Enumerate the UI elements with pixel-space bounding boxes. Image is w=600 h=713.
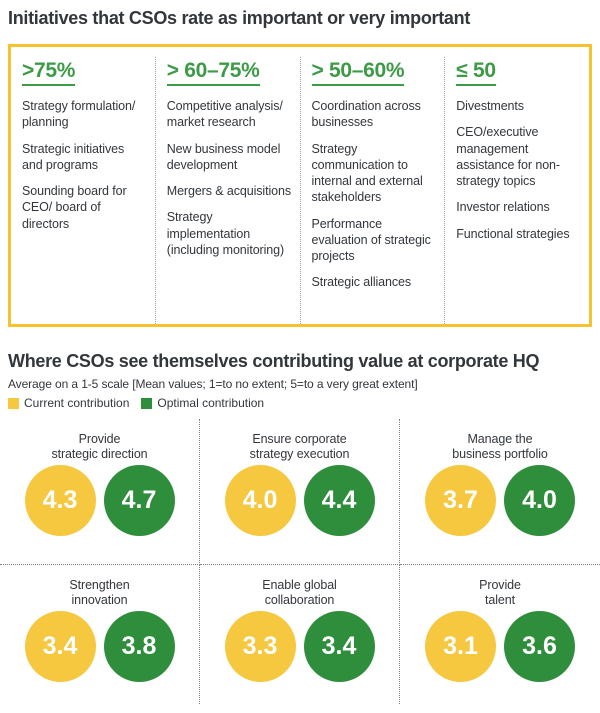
current-contribution-circle: 3.7 <box>425 465 496 536</box>
initiative-item: New business model development <box>166 141 281 172</box>
initiatives-title: Initiatives that CSOs rate as important … <box>8 8 471 28</box>
initiative-item: Functional strategies <box>456 226 570 241</box>
optimal-contribution-circle: 4.7 <box>103 465 175 536</box>
column-header: > 60–75% <box>166 59 260 86</box>
current-contribution-circle: 4.0 <box>224 465 296 536</box>
initiative-item: Divestments <box>456 99 524 113</box>
circle-pair: 3.3 3.4 <box>224 611 375 682</box>
cell-label-line2: collaboration <box>264 593 335 607</box>
contribution-grid: Provide strategic direction 4.3 4.7 Ensu… <box>0 419 600 704</box>
circle-pair: 3.4 3.8 <box>24 611 175 682</box>
current-contribution-circle: 4.3 <box>24 465 96 536</box>
cell-label-line2: strategic direction <box>51 447 148 461</box>
contribution-subtitle: Average on a 1-5 scale [Mean values; 1=t… <box>8 377 418 391</box>
initiative-item: Investor relations <box>456 200 550 215</box>
contribution-cell-provide-strategic-direction: Provide strategic direction 4.3 4.7 <box>0 419 200 565</box>
legend-label: Current contribution <box>24 396 130 410</box>
cell-label-line2: business portfolio <box>452 447 548 461</box>
initiatives-table: >75% Strategy formulation/ planning Stra… <box>8 44 592 327</box>
cell-label-line2: innovation <box>71 593 128 607</box>
circle-pair: 3.7 4.0 <box>425 465 575 536</box>
initiative-item: Sounding board for CEO/ board of directo… <box>22 184 127 231</box>
initiative-item: Performance evaluation of strategic proj… <box>311 216 431 264</box>
cell-label-line2: strategy execution <box>249 447 350 461</box>
current-contribution-circle: 3.1 <box>425 611 496 682</box>
legend-item-optimal: Optimal contribution <box>141 396 264 410</box>
cell-label-line1: Provide <box>78 432 121 446</box>
optimal-contribution-circle: 3.4 <box>303 611 375 682</box>
initiative-item: Strategy implementation (including monit… <box>166 210 285 257</box>
contribution-cell-manage-business-portfolio: Manage the business portfolio 3.7 4.0 <box>400 419 600 565</box>
initiative-item: CEO/executive management assistance for … <box>456 125 560 188</box>
cell-label-line1: Enable global <box>262 578 337 592</box>
cell-label-line1: Manage the <box>467 432 533 446</box>
cell-label-line1: Provide <box>479 578 521 592</box>
initiative-item: Strategic initiatives and programs <box>22 141 125 172</box>
optimal-contribution-swatch-icon <box>141 397 153 409</box>
contribution-cell-strengthen-innovation: Strengthen innovation 3.4 3.8 <box>0 565 200 704</box>
optimal-contribution-circle: 3.6 <box>504 611 575 682</box>
cell-label-line1: Strengthen <box>69 578 130 592</box>
cell-label: Provide strategic direction <box>51 432 147 465</box>
cell-label-line2: talent <box>485 593 515 607</box>
legend: Current contribution Optimal contributio… <box>8 396 592 410</box>
column-header: >75% <box>22 59 75 86</box>
contribution-cell-enable-global-collaboration: Enable global collaboration 3.3 3.4 <box>200 565 400 704</box>
initiative-item: Strategic alliances <box>311 275 412 290</box>
cell-label-line1: Ensure corporate <box>252 432 347 446</box>
initiative-item: Strategy communication to internal and e… <box>311 141 423 205</box>
circle-pair: 4.0 4.4 <box>224 465 375 536</box>
current-contribution-swatch-icon <box>8 397 19 409</box>
initiatives-column-le50: ≤ 50 Divestments CEO/executive managemen… <box>445 57 589 324</box>
circle-pair: 4.3 4.7 <box>24 465 175 536</box>
legend-item-current: Current contribution <box>8 396 129 410</box>
initiatives-column-50-60: > 50–60% Coordination across businesses … <box>301 57 446 324</box>
optimal-contribution-circle: 3.8 <box>103 611 175 682</box>
contribution-cell-ensure-strategy-execution: Ensure corporate strategy execution 4.0 … <box>200 419 400 565</box>
column-header: > 50–60% <box>311 59 405 86</box>
cell-label: Provide talent <box>479 578 521 611</box>
initiative-item: Coordination across businesses <box>311 99 421 130</box>
cell-label: Enable global collaboration <box>262 578 337 611</box>
cell-label: Manage the business portfolio <box>452 432 548 465</box>
cell-label: Strengthen innovation <box>69 578 129 611</box>
contribution-cell-provide-talent: Provide talent 3.1 3.6 <box>400 565 600 704</box>
optimal-contribution-circle: 4.4 <box>303 465 375 536</box>
initiatives-column-gt75: >75% Strategy formulation/ planning Stra… <box>11 57 156 324</box>
initiatives-column-60-75: > 60–75% Competitive analysis/ market re… <box>156 57 301 324</box>
circle-pair: 3.1 3.6 <box>425 611 575 682</box>
contribution-title: Where CSOs see themselves contributing v… <box>8 351 540 371</box>
initiative-item: Strategy formulation/ planning <box>22 99 136 130</box>
initiative-item: Competitive analysis/ market research <box>166 99 283 130</box>
current-contribution-circle: 3.3 <box>224 611 296 682</box>
column-header: ≤ 50 <box>456 59 496 86</box>
legend-label: Optimal contribution <box>157 396 265 410</box>
cell-label: Ensure corporate strategy execution <box>250 432 350 465</box>
optimal-contribution-circle: 4.0 <box>504 465 575 536</box>
initiative-item: Mergers & acquisitions <box>166 184 291 198</box>
current-contribution-circle: 3.4 <box>24 611 96 682</box>
